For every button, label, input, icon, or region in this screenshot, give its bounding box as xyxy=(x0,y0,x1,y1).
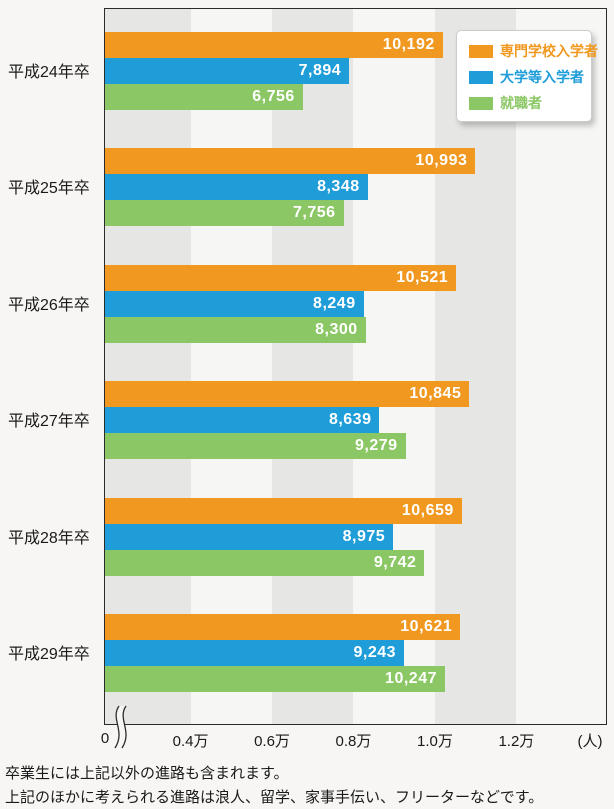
background-stripe xyxy=(516,9,606,724)
bar-value-label: 10,247 xyxy=(385,670,437,687)
bar: 10,247 xyxy=(105,666,445,692)
plot-area: 10,192 7,894 6,756 10,993 8,348 7,756 10,521 8,… xyxy=(104,8,607,725)
bar-value-label: 8,300 xyxy=(315,320,358,338)
axis-tick-label: 0.8万 xyxy=(335,733,372,750)
bar: 10,521 xyxy=(105,264,457,291)
legend-swatch xyxy=(469,44,493,58)
bar: 6,756 xyxy=(105,84,303,110)
bar: 10,993 xyxy=(105,148,476,175)
legend-item: 就職者 xyxy=(469,93,581,113)
background-stripe xyxy=(105,9,191,724)
bar-value-label: 10,192 xyxy=(382,36,435,53)
footnotes: 卒業生には上記以外の進路も含まれます。 上記のほかに考えられる進路は浪人、留学、… xyxy=(5,762,609,809)
bar: 9,279 xyxy=(105,433,406,460)
bar-value-label: 10,621 xyxy=(400,618,453,635)
legend-label: 専門学校入学者 xyxy=(500,43,598,59)
legend-item: 大学等入学者 xyxy=(469,67,584,87)
bar-group: 10,993 8,348 7,756 xyxy=(105,148,606,227)
bar: 10,659 xyxy=(105,497,462,524)
legend-label: 大学等入学者 xyxy=(500,69,584,85)
bar: 8,975 xyxy=(105,523,394,550)
bar-group: 10,521 8,249 8,300 xyxy=(105,264,606,343)
category-label: 平成26年卒 xyxy=(8,296,90,314)
bar-group: 10,192 7,894 6,756 xyxy=(105,32,606,110)
axis-tick-label: 1.0万 xyxy=(416,733,453,750)
bar-value-label: 7,894 xyxy=(298,62,342,79)
bar-value-label: 7,756 xyxy=(292,204,336,222)
axis-unit-label: (人) xyxy=(577,733,603,750)
axis-break-icon xyxy=(114,705,127,749)
category-label: 平成24年卒 xyxy=(8,64,90,81)
category-label: 平成28年卒 xyxy=(8,529,90,547)
background-stripe xyxy=(190,9,272,724)
bar: 10,621 xyxy=(105,614,461,640)
plot-background: 10,192 7,894 6,756 10,993 8,348 7,756 10,521 8,… xyxy=(105,9,606,724)
bar-value-label: 10,659 xyxy=(401,501,454,519)
axis-tick-label: 1.2万 xyxy=(498,733,535,750)
bar-value-label: 8,639 xyxy=(328,411,372,429)
bar-value-label: 8,348 xyxy=(317,178,360,196)
category-label: 平成29年卒 xyxy=(8,646,90,663)
bar-value-label: 9,243 xyxy=(353,644,397,661)
bar-group: 10,621 9,243 10,247 xyxy=(105,614,606,692)
background-stripe xyxy=(434,9,517,724)
bar-value-label: 10,993 xyxy=(415,152,468,170)
bar: 7,756 xyxy=(105,200,344,227)
axis-tick-label: 0.6万 xyxy=(254,733,290,750)
legend-swatch xyxy=(469,70,493,84)
footnote-line-1: 卒業生には上記以外の進路も含まれます。 xyxy=(5,765,289,782)
bar-group: 10,659 8,975 9,742 xyxy=(105,497,606,576)
category-label: 平成27年卒 xyxy=(8,413,90,431)
bar-value-label: 8,249 xyxy=(313,294,356,312)
bar: 9,243 xyxy=(105,640,405,666)
bar: 9,742 xyxy=(105,549,425,576)
bar-value-label: 10,521 xyxy=(396,268,449,286)
axis-tick-label: 0.4万 xyxy=(172,733,209,750)
axis-origin-label: 0 xyxy=(100,730,110,747)
legend-item: 専門学校入学者 xyxy=(469,41,598,61)
bar: 7,894 xyxy=(105,58,350,84)
legend-swatch xyxy=(469,96,493,110)
bar: 8,249 xyxy=(105,290,364,317)
category-label: 平成25年卒 xyxy=(8,180,90,198)
background-stripe xyxy=(272,9,354,724)
bar-value-label: 9,742 xyxy=(373,553,417,571)
bar: 8,300 xyxy=(105,316,366,343)
footnote-line-2: 上記のほかに考えられる進路は浪人、留学、家事手伝い、フリーターなどです。 xyxy=(5,788,544,806)
bar-value-label: 9,279 xyxy=(355,437,398,455)
legend: 専門学校入学者 大学等入学者 就職者 xyxy=(456,30,598,122)
bar: 10,192 xyxy=(105,32,443,58)
bar: 8,348 xyxy=(105,174,368,201)
bar: 10,845 xyxy=(105,381,470,408)
bar-value-label: 6,756 xyxy=(252,88,295,105)
bar-value-label: 10,845 xyxy=(409,385,462,403)
background-stripe xyxy=(353,9,435,724)
bar: 8,639 xyxy=(105,407,380,434)
bar-value-label: 8,975 xyxy=(342,527,386,545)
bar-group: 10,845 8,639 9,279 xyxy=(105,381,606,460)
legend-label: 就職者 xyxy=(500,95,542,111)
